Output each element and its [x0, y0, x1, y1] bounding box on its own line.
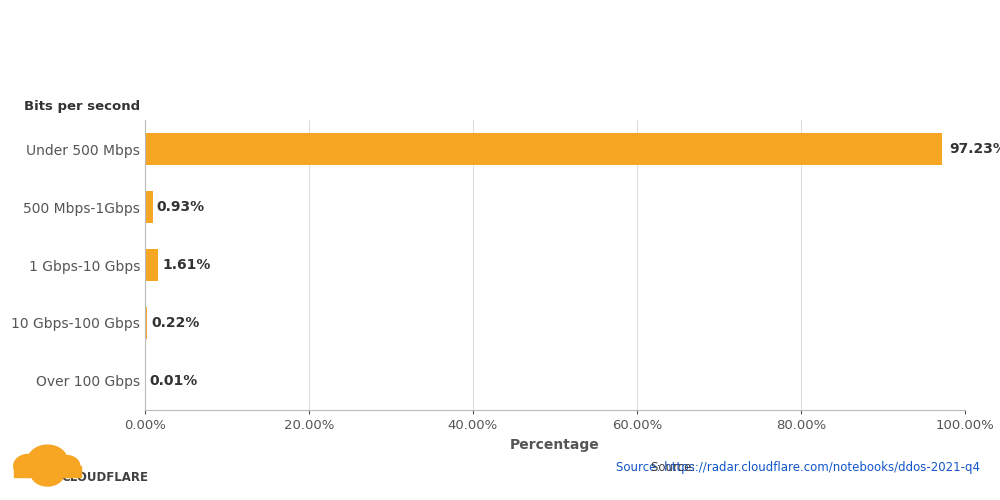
Polygon shape — [14, 466, 81, 477]
Text: CLOUDFLARE: CLOUDFLARE — [62, 471, 148, 484]
Circle shape — [917, 51, 953, 55]
Text: 0.01%: 0.01% — [149, 374, 197, 388]
Text: 1.61%: 1.61% — [162, 258, 211, 272]
Circle shape — [31, 460, 64, 486]
Bar — [145, 249, 158, 281]
Text: Bits per second: Bits per second — [24, 100, 140, 112]
Text: Network-layer DDoS attacks: Distribution by bit rate: Network-layer DDoS attacks: Distribution… — [30, 48, 773, 72]
X-axis label: Percentage: Percentage — [510, 438, 600, 452]
Text: 0.93%: 0.93% — [157, 200, 205, 214]
Circle shape — [14, 454, 44, 477]
Text: 97.23%: 97.23% — [949, 142, 1000, 156]
Bar — [145, 191, 153, 223]
Circle shape — [28, 445, 67, 475]
Text: 0.22%: 0.22% — [151, 316, 199, 330]
Text: Source: https://radar.cloudflare.com/notebooks/ddos-2021-q4: Source: https://radar.cloudflare.com/not… — [616, 461, 980, 474]
Bar — [145, 307, 147, 339]
Bar — [145, 133, 942, 165]
Circle shape — [53, 456, 80, 476]
Text: Source:: Source: — [651, 461, 700, 474]
